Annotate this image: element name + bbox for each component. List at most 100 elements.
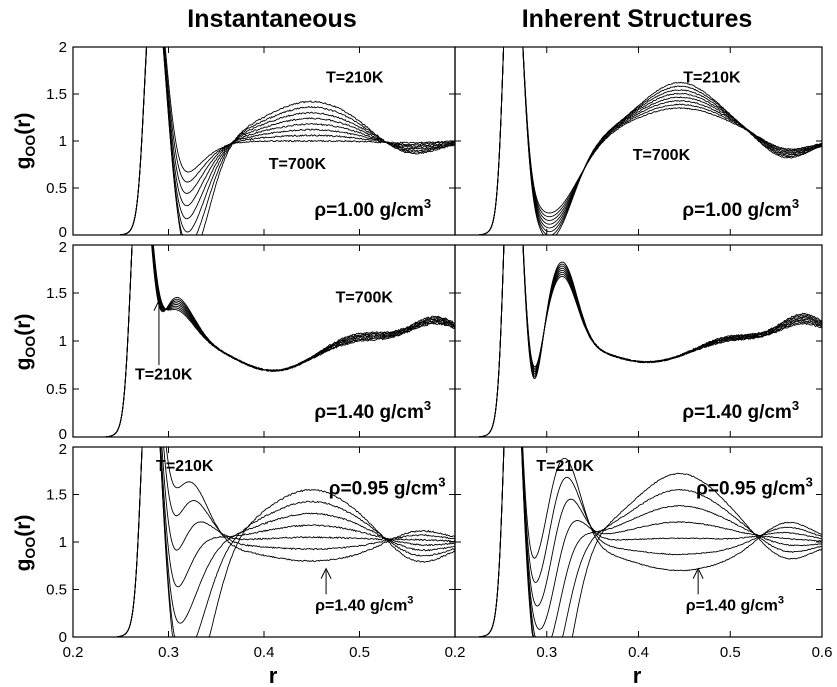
y-tick-label: 2 xyxy=(59,239,67,256)
temperature-annotation: T=700K xyxy=(633,147,691,164)
y-tick-label: 1 xyxy=(59,133,67,150)
panel-instantaneous-row-2: 0 0.5 1 1.5 2 T=700K T=210K ρ=1.40 g/cm3 xyxy=(46,239,456,443)
gr-curve xyxy=(455,447,822,637)
arrow-head xyxy=(692,567,704,579)
gr-curve xyxy=(73,245,455,437)
density-label-text: ρ=0.95 g/cm xyxy=(696,479,805,500)
density-label: ρ=1.40 g/cm3 xyxy=(314,398,431,423)
y-axis-label-sub: OO xyxy=(22,537,38,559)
gr-curve xyxy=(455,47,822,235)
x-axis-label-right: r xyxy=(633,663,642,687)
y-axis-label-main: g xyxy=(12,157,35,170)
temperature-annotation: T=210K xyxy=(156,458,214,475)
curve-family xyxy=(73,47,455,235)
y-tick-label: 0.5 xyxy=(46,582,67,599)
gr-curve xyxy=(455,47,822,235)
x-tick-label: 0.4 xyxy=(254,644,275,661)
y-tick-label: 2 xyxy=(59,441,67,458)
column-title-inherent-structures: Inherent Structures xyxy=(522,5,753,33)
y-axis-label-arg: (r) xyxy=(12,314,35,336)
temperature-annotation: T=700K xyxy=(269,156,327,173)
svg-text:gOO(r): gOO(r) xyxy=(12,515,38,572)
density-label-superscript: 3 xyxy=(806,475,813,490)
density-label-secondary-text: ρ=1.40 g/cm xyxy=(315,597,407,614)
y-tick-label: 1 xyxy=(59,534,67,551)
x-tick-label: 0.5 xyxy=(349,644,370,661)
curve-family xyxy=(455,245,822,437)
arrow-head xyxy=(153,299,165,311)
y-axis-label-sub: OO xyxy=(22,336,38,358)
x-axis-label-left: r xyxy=(269,663,278,687)
x-tick-label: 0.3 xyxy=(158,644,179,661)
gr-curve xyxy=(455,245,822,437)
temperature-annotation: T=210K xyxy=(536,458,594,475)
gr-curve xyxy=(455,47,822,235)
y-tick-label: 1 xyxy=(59,333,67,350)
x-tick-label: 0.2 xyxy=(63,644,84,661)
density-label-text: ρ=1.00 g/cm xyxy=(682,200,791,221)
curve-family xyxy=(73,447,455,637)
svg-text:gOO(r): gOO(r) xyxy=(12,113,38,170)
density-label-superscript: 3 xyxy=(424,398,431,413)
y-axis-label-sub: OO xyxy=(22,135,38,157)
density-label-superscript: 3 xyxy=(792,196,799,211)
density-label-superscript: 3 xyxy=(424,196,431,211)
curve-family xyxy=(455,447,822,637)
curve-family xyxy=(73,245,455,437)
density-label-secondary: ρ=1.40 g/cm3 xyxy=(315,594,413,614)
density-label: ρ=0.95 g/cm3 xyxy=(696,475,813,500)
y-axis-label-row-1: gOO(r) xyxy=(12,113,38,170)
gr-curve xyxy=(73,447,455,637)
y-tick-label: 0 xyxy=(59,629,67,646)
x-tick-label: 0.5 xyxy=(720,644,741,661)
density-label-text: ρ=1.40 g/cm xyxy=(314,402,423,423)
y-axis-label-row-2: gOO(r) xyxy=(12,314,38,371)
y-tick-label: 0 xyxy=(59,426,67,443)
y-axis-label-main: g xyxy=(12,358,35,371)
density-label-text: ρ=0.95 g/cm xyxy=(329,479,438,500)
x-tick-label: 0.3 xyxy=(536,644,557,661)
x-tick-label: 0.4 xyxy=(628,644,649,661)
temperature-annotation: T=210K xyxy=(683,70,741,87)
density-label-secondary-text: ρ=1.40 g/cm xyxy=(686,597,778,614)
density-label: ρ=1.00 g/cm3 xyxy=(682,196,799,221)
gr-curve xyxy=(455,47,822,235)
density-label: ρ=1.00 g/cm3 xyxy=(314,196,431,221)
curve-family xyxy=(455,47,822,235)
y-axis-label-arg: (r) xyxy=(12,113,35,135)
y-tick-label: 1.5 xyxy=(46,285,67,302)
y-tick-label: 0.5 xyxy=(46,381,67,398)
gr-curve xyxy=(73,47,455,235)
density-label-secondary: ρ=1.40 g/cm3 xyxy=(686,594,784,614)
density-label-secondary-superscript: 3 xyxy=(778,594,784,606)
svg-text:gOO(r): gOO(r) xyxy=(12,314,38,371)
arrow-head xyxy=(320,567,332,579)
density-label-secondary-superscript: 3 xyxy=(407,594,413,606)
y-tick-label: 0.5 xyxy=(46,180,67,197)
y-tick-label: 2 xyxy=(59,39,67,56)
gr-curve xyxy=(455,47,822,235)
gr-curve xyxy=(455,447,822,637)
panel-inherent-row-1: T=210K T=700K ρ=1.00 g/cm3 xyxy=(454,46,823,236)
density-label-text: ρ=1.40 g/cm xyxy=(682,402,791,423)
column-title-instantaneous: Instantaneous xyxy=(187,5,356,33)
y-tick-label: 0 xyxy=(59,224,67,241)
temperature-annotation: T=210K xyxy=(326,70,384,87)
panel-instantaneous-row-1: 0 0.5 1 1.5 2 T=210K T=700K ρ=1.00 g/cm3 xyxy=(46,39,456,241)
density-label: ρ=1.40 g/cm3 xyxy=(682,398,799,423)
gr-curve xyxy=(455,447,822,637)
density-label: ρ=0.95 g/cm3 xyxy=(329,475,446,500)
x-tick-label: 0.2 xyxy=(445,644,466,661)
y-axis-label-row-3: gOO(r) xyxy=(12,515,38,572)
y-axis-label-main: g xyxy=(12,559,35,572)
gr-curve xyxy=(455,447,822,637)
density-label-superscript: 3 xyxy=(438,475,445,490)
panel-inherent-row-2: ρ=1.40 g/cm3 xyxy=(454,244,823,438)
y-axis-label-arg: (r) xyxy=(12,515,35,537)
temperature-annotation: T=700K xyxy=(336,290,394,307)
density-label-superscript: 3 xyxy=(792,398,799,413)
y-tick-label: 1.5 xyxy=(46,487,67,504)
temperature-annotation: T=210K xyxy=(135,366,193,383)
